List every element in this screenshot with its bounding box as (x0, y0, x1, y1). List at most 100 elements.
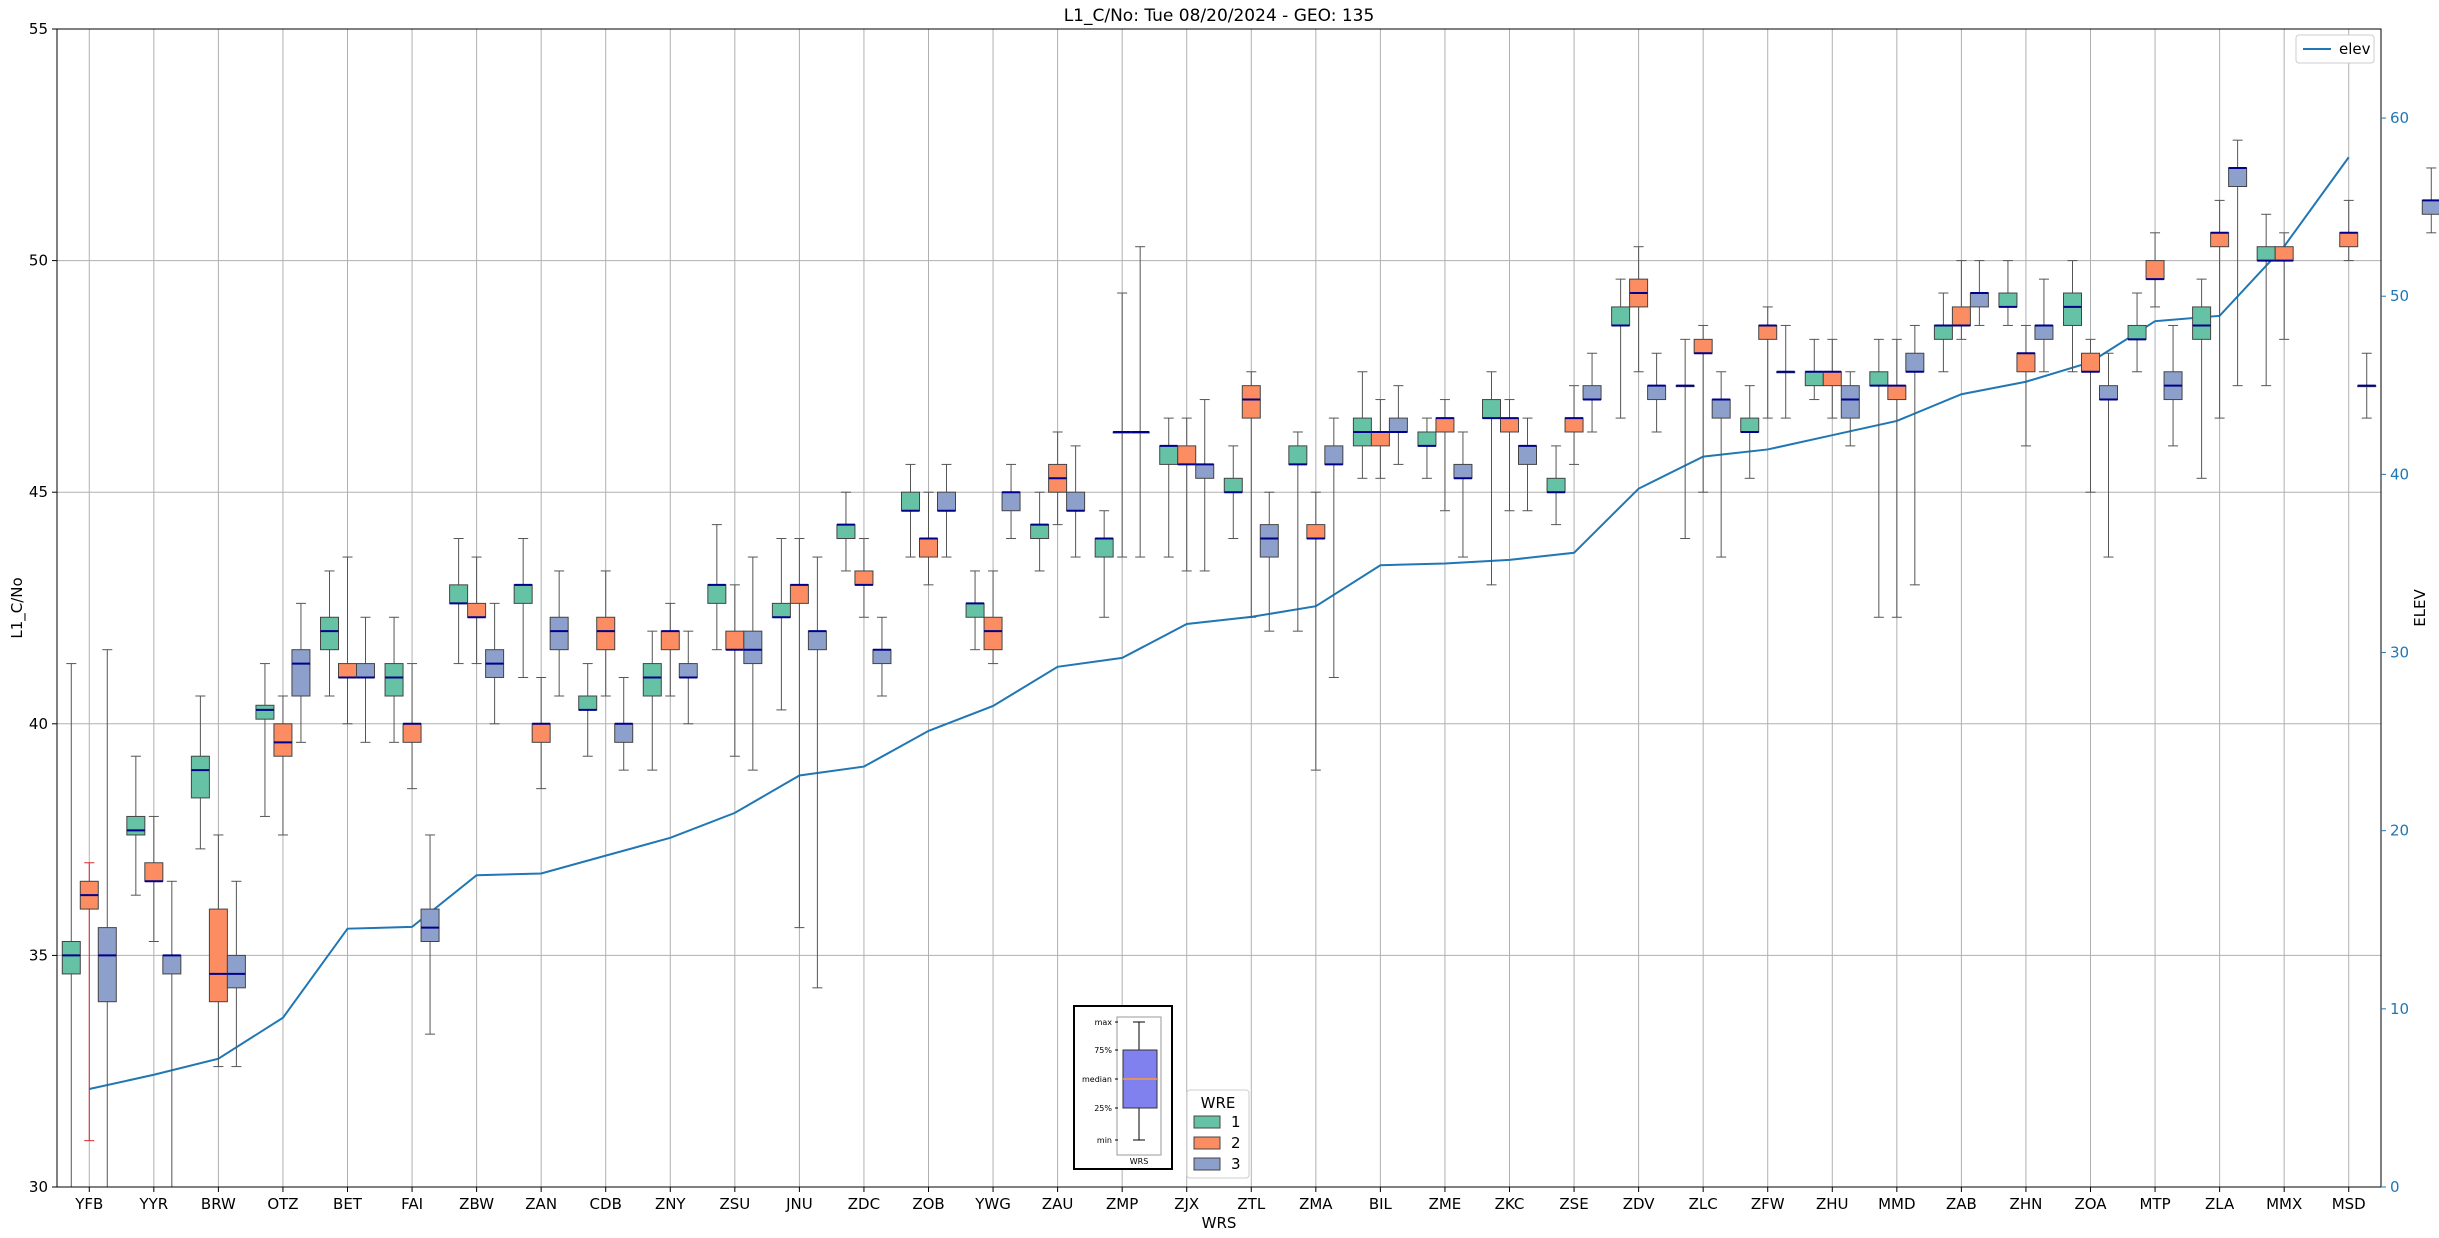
box-wre3 (291, 602, 311, 743)
box-iqr (531, 723, 551, 743)
box-wre1 (707, 524, 727, 651)
box-wre3 (872, 616, 892, 697)
x-tick-label: FAI (401, 1195, 423, 1213)
x-tick-label: ZOA (2074, 1195, 2107, 1213)
box-wre1 (1611, 278, 1631, 419)
box-iqr (449, 584, 469, 604)
y2-tick-label: 20 (2390, 822, 2409, 840)
box-iqr (2063, 292, 2082, 326)
box-iqr (1435, 417, 1455, 433)
boxplot-layer (61, 139, 2439, 1187)
x-tick-label: ZHU (1816, 1195, 1849, 1213)
wre-legend-swatch (1193, 1136, 1221, 1150)
x-tick-label: ZLA (2205, 1195, 2235, 1213)
box-wre3 (1518, 417, 1537, 512)
wre-legend-label: 1 (1231, 1113, 1241, 1131)
elev-legend-box (2295, 34, 2375, 64)
box-wre3 (420, 834, 440, 1035)
wre-legend-swatch (1193, 1157, 1221, 1171)
box-wre2 (79, 862, 99, 1142)
x-tick-label: ZSE (1559, 1195, 1588, 1213)
box-wre3 (1324, 417, 1344, 678)
box-iqr (513, 584, 533, 604)
x-tick-label: YWG (974, 1195, 1011, 1213)
x-tick-label: BRW (201, 1195, 236, 1213)
box-iqr (1998, 292, 2018, 308)
box-wre2 (1370, 399, 1390, 479)
box-wre3 (162, 880, 182, 1187)
wre-legend-label: 2 (1231, 1134, 1241, 1152)
x-tick-label: ZAN (525, 1195, 557, 1213)
x-tick-label: ZAB (1946, 1195, 1977, 1213)
box-wre2 (1048, 431, 1068, 526)
box-wre1 (2192, 278, 2212, 479)
y-tick-label: 30 (29, 1178, 48, 1196)
box-iqr (467, 602, 487, 618)
box-iqr (919, 538, 938, 558)
wre-legend-title: WRE (1201, 1094, 1236, 1112)
box-iqr (1177, 445, 1197, 465)
box-wre1 (1223, 445, 1243, 540)
box-iqr (226, 954, 246, 989)
box-wre1 (1352, 371, 1372, 479)
box-wre3 (1647, 352, 1667, 433)
box-wre2 (1500, 399, 1519, 512)
box-wre2 (1306, 491, 1326, 771)
box-iqr (1711, 399, 1731, 419)
box-wre2 (596, 570, 616, 697)
box-iqr (384, 663, 404, 697)
box-wre3 (1195, 399, 1215, 572)
box-iqr (1693, 338, 1713, 354)
box-iqr (61, 941, 81, 975)
box-iqr (1564, 417, 1584, 433)
box-wre3 (226, 880, 246, 1068)
chart-title: L1_C/No: Tue 08/20/2024 - GEO: 135 (1064, 6, 1375, 26)
box-iqr (1546, 477, 1566, 493)
box-wre1 (320, 570, 339, 697)
box-wre3 (1259, 491, 1279, 632)
box-iqr (402, 723, 422, 743)
box-iqr (2210, 232, 2230, 248)
box-wre2 (1112, 292, 1132, 558)
box-wre2 (144, 815, 164, 943)
x-tick-label: OTZ (267, 1195, 298, 1213)
box-wre1 (2063, 260, 2082, 373)
x-tick-label: ZDV (1623, 1195, 1656, 1213)
box-iqr (2099, 385, 2118, 401)
x-tick-label: ZMA (1299, 1195, 1333, 1213)
box-wre1 (1933, 292, 1953, 373)
box-iqr (1453, 463, 1473, 479)
y-tick-label: 50 (29, 252, 48, 270)
box-iqr (291, 649, 311, 697)
box-iqr (707, 584, 727, 604)
box-wre3 (2034, 278, 2054, 373)
reference-label: 25% (1094, 1104, 1112, 1113)
box-wre1 (771, 538, 791, 711)
box-iqr (162, 954, 182, 975)
x-tick-label: JNU (785, 1195, 813, 1213)
box-iqr (1288, 445, 1308, 465)
x-tick-label: YFB (74, 1195, 103, 1213)
box-wre1 (642, 630, 662, 771)
box-iqr (1159, 445, 1179, 465)
box-iqr (1933, 324, 1953, 340)
box-iqr (1094, 538, 1114, 558)
box-wre3 (1905, 324, 1925, 586)
box-wre2 (1693, 324, 1713, 493)
x-axis-label: WRS (1202, 1214, 1237, 1232)
box-iqr (836, 524, 856, 540)
x-tick-label: ZHN (2010, 1195, 2043, 1213)
x-tick-label: ZLC (1689, 1195, 1718, 1213)
x-tick-label: ZFW (1751, 1195, 1785, 1213)
wre-legend-items: 1 2 3 (1193, 1113, 1241, 1173)
box-iqr (596, 616, 616, 651)
box-wre3 (1711, 371, 1731, 558)
box-iqr (1306, 524, 1326, 540)
box-wre3 (1388, 385, 1408, 465)
box-iqr (1582, 385, 1602, 401)
box-wre1 (61, 663, 81, 1187)
box-iqr (872, 649, 892, 665)
box-iqr (1370, 431, 1390, 447)
y-tick-label: 45 (29, 483, 48, 501)
